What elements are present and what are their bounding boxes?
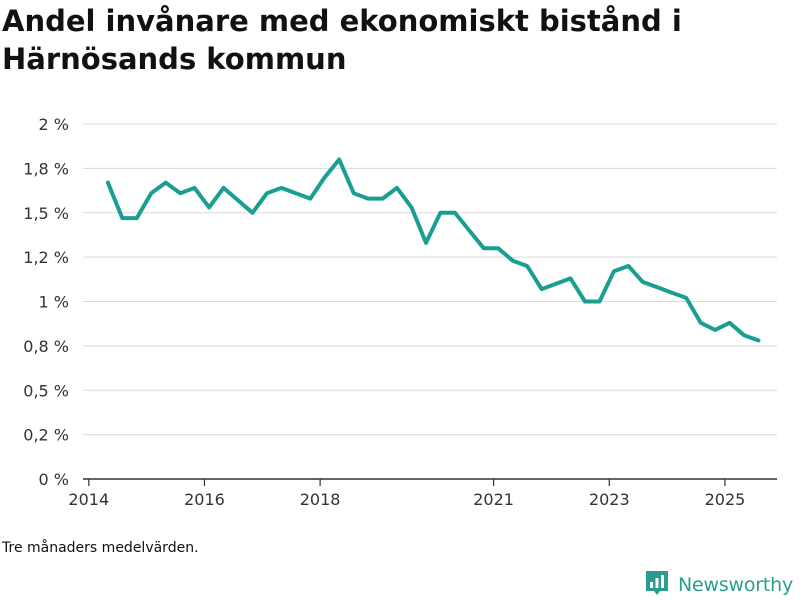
data-point: [366, 197, 370, 201]
data-point: [598, 300, 602, 304]
data-point: [236, 198, 240, 202]
data-point: [164, 181, 168, 185]
data-point: [222, 186, 226, 190]
brand-logo[interactable]: Newsworthy: [644, 571, 793, 599]
data-point: [511, 259, 515, 263]
x-tick-label: 2014: [68, 490, 109, 509]
data-point: [279, 186, 283, 190]
data-point: [728, 321, 732, 325]
data-point: [612, 269, 616, 273]
x-axis: 2014 2016 2018 2021 2023 2025: [68, 478, 777, 509]
y-tick-label: 1,8 %: [23, 159, 69, 178]
gridlines: [83, 123, 777, 436]
data-point: [120, 216, 124, 220]
data-point: [699, 321, 703, 325]
x-tick-label: 2021: [473, 490, 514, 509]
data-point: [352, 191, 356, 195]
data-point: [135, 216, 139, 220]
data-point: [684, 296, 688, 300]
chart-title: Andel invånare med ekonomiskt bistånd i …: [2, 4, 682, 76]
data-point: [554, 282, 558, 286]
series-layer: [105, 157, 761, 343]
data-point: [193, 186, 197, 190]
data-point: [337, 158, 341, 162]
data-point: [323, 175, 327, 179]
data-point: [540, 287, 544, 291]
data-point: [178, 191, 182, 195]
data-point: [149, 191, 153, 195]
data-point: [583, 300, 587, 304]
y-tick-label: 1 %: [39, 293, 69, 312]
y-tick-label: 0,2 %: [23, 426, 69, 445]
y-tick-label: 0 %: [39, 470, 69, 489]
brand-name: Newsworthy: [678, 574, 794, 596]
data-point: [453, 211, 457, 215]
data-point: [308, 197, 312, 201]
data-point: [641, 280, 645, 284]
x-tick-label: 2023: [589, 490, 630, 509]
y-tick-label: 1,5 %: [23, 204, 69, 223]
data-point: [626, 264, 630, 268]
bar-chart-logo-icon: [644, 569, 670, 600]
data-point: [410, 205, 414, 209]
data-point: [294, 191, 298, 195]
data-point: [424, 241, 428, 245]
data-point: [569, 276, 573, 280]
series-line: [105, 157, 761, 343]
data-point: [713, 328, 717, 332]
data-point: [381, 197, 385, 201]
y-tick-label: 2 %: [39, 115, 69, 134]
data-point: [496, 246, 500, 250]
x-tick-label: 2018: [300, 490, 341, 509]
y-tick-label: 0,5 %: [23, 381, 69, 400]
y-tick-label: 1,2 %: [23, 248, 69, 267]
y-axis-tick-labels: 0 % 0,2 % 0,5 % 0,8 % 1 % 1,2 % 1,5 % 1,8 % 2 %: [23, 115, 69, 489]
data-point: [106, 181, 110, 185]
data-point: [655, 285, 659, 289]
data-point: [265, 191, 269, 195]
x-tick-label: 2025: [705, 490, 746, 509]
data-point: [482, 246, 486, 250]
data-point: [757, 339, 761, 343]
y-tick-label: 0,8 %: [23, 337, 69, 356]
x-tick-label: 2016: [184, 490, 225, 509]
data-point: [670, 291, 674, 295]
data-point: [438, 211, 442, 215]
data-point: [251, 211, 255, 215]
data-point: [742, 333, 746, 337]
data-point: [525, 264, 529, 268]
footnote: Tre månaders medelvärden.: [2, 540, 199, 556]
data-point: [207, 205, 211, 209]
data-point: [467, 229, 471, 233]
data-point: [395, 186, 399, 190]
